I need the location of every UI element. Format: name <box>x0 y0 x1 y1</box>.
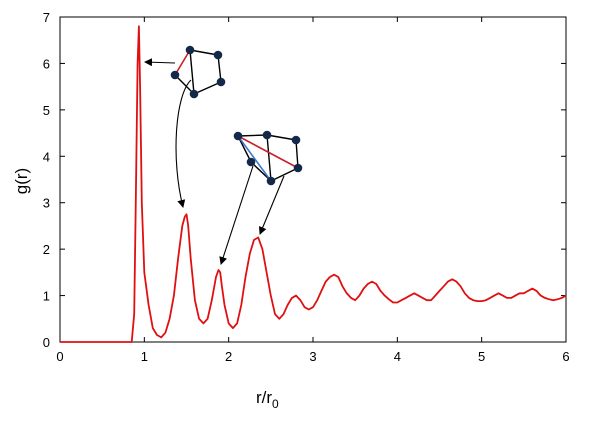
cluster-2-bond-highlight <box>237 135 272 182</box>
x-axis-title: r/r0 <box>256 388 279 411</box>
atom <box>189 89 199 99</box>
cluster-diagram-2 <box>233 130 303 186</box>
atom <box>216 77 226 87</box>
cluster-2-bond <box>266 134 297 141</box>
y-tick-label: 5 <box>43 103 50 118</box>
x-tick-label: 0 <box>56 349 63 364</box>
y-tick-label: 4 <box>43 149 50 164</box>
cluster-1-bond <box>189 49 219 56</box>
arrow-to-third-peak <box>219 165 254 265</box>
x-axis-title-subscript: 0 <box>272 397 279 411</box>
series-line <box>60 25 567 343</box>
cluster-2-bond <box>295 139 299 169</box>
axis-ticks <box>59 16 567 343</box>
arrow-to-fourth-peak <box>258 175 285 235</box>
atom <box>266 176 276 186</box>
x-tick-label: 1 <box>141 349 148 364</box>
arrow-to-second-peak <box>175 79 192 208</box>
cluster-1-bond <box>174 74 195 95</box>
y-tick-label: 0 <box>43 335 50 350</box>
atom <box>213 50 223 60</box>
cluster-2-bond-highlight <box>237 135 299 169</box>
x-axis-title-main: r/r <box>256 388 272 407</box>
x-tick-label: 5 <box>478 349 485 364</box>
cluster-1-bond-highlight <box>174 49 191 76</box>
y-tick-label: 3 <box>43 196 50 211</box>
atom <box>262 130 272 140</box>
cluster-1-bond <box>217 54 222 83</box>
atom <box>246 157 256 167</box>
y-tick-label: 1 <box>43 289 50 304</box>
y-tick-label: 2 <box>43 242 50 257</box>
cluster-2-bond <box>266 134 272 182</box>
atom <box>291 135 301 145</box>
cluster-2-bond <box>270 167 299 182</box>
x-tick-label: 6 <box>562 349 569 364</box>
arrow-to-first-peak <box>144 58 176 67</box>
cluster-2-bond <box>250 161 272 182</box>
cluster-diagram-1 <box>170 45 226 99</box>
atom <box>185 45 195 55</box>
atom <box>170 70 180 80</box>
cluster-1-bond <box>189 49 195 95</box>
y-axis-title: g(r) <box>12 168 31 194</box>
x-tick-label: 4 <box>394 349 401 364</box>
cluster-1-bond <box>193 81 222 95</box>
cluster-2-bond <box>237 135 252 163</box>
y-tick-label: 6 <box>43 56 50 71</box>
x-tick-label: 3 <box>309 349 316 364</box>
atom <box>233 131 243 141</box>
y-tick-label: 7 <box>43 10 50 25</box>
cluster-2-bond <box>237 134 268 137</box>
atom <box>293 163 303 173</box>
x-tick-label: 2 <box>225 349 232 364</box>
axis-tick-labels: 0 1 2 3 4 5 6 0 1 2 3 4 5 6 7 <box>43 10 570 364</box>
